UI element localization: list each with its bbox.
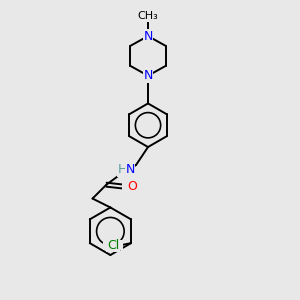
Bar [122, 182, 134, 192]
Bar [143, 71, 153, 81]
Text: N: N [143, 30, 153, 43]
Bar [103, 240, 123, 250]
Text: N: N [125, 163, 135, 176]
Text: N: N [143, 69, 153, 82]
Bar [119, 166, 133, 176]
Text: CH₃: CH₃ [138, 11, 158, 21]
Text: H: H [118, 163, 127, 176]
Text: O: O [127, 180, 137, 193]
Text: Cl: Cl [107, 238, 119, 252]
Bar [143, 31, 153, 41]
